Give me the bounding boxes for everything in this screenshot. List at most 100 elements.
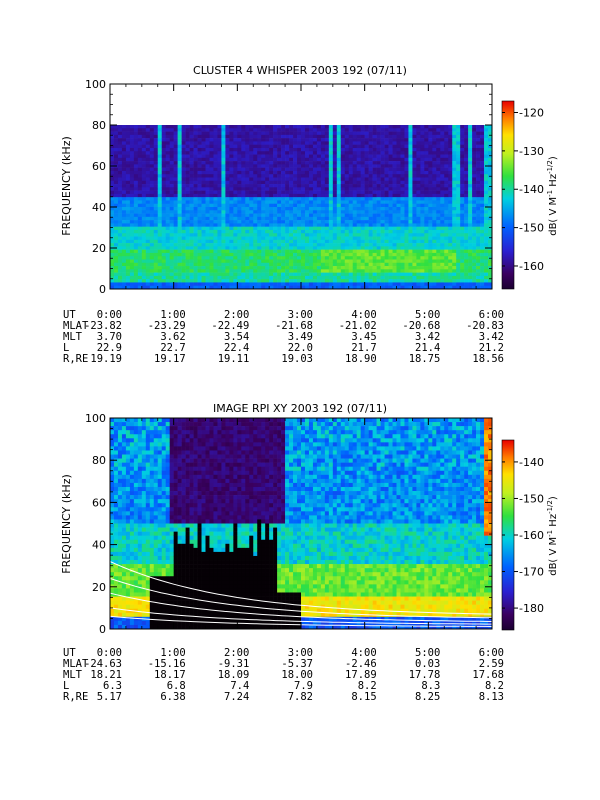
heatmap-cell [165,184,170,188]
heatmap-cell [396,272,401,277]
heatmap-cell [468,213,473,218]
heatmap-cell [233,200,238,205]
heatmap-cell [249,151,254,155]
heatmap-cell [141,279,147,283]
heatmap-cell [121,259,127,264]
heatmap-cell [340,147,346,152]
heatmap-cell [432,174,437,178]
heatmap-cell [384,187,389,191]
heatmap-cell [117,285,123,290]
heatmap-cell [265,177,270,182]
heatmap-cell [121,249,127,254]
heatmap-cell [193,272,198,277]
heatmap-cell [117,125,123,129]
heatmap-cell [308,147,314,152]
heatmap-cell [344,151,350,155]
heatmap-cell [125,259,131,264]
heatmap-cell [141,161,147,165]
heatmap-cell [416,266,421,270]
ephemeris-value: 18.90 [345,353,377,365]
heatmap-cell [316,151,322,155]
heatmap-cell [197,131,202,136]
heatmap-cell [308,193,314,198]
heatmap-cell [484,252,489,257]
heatmap-cell [137,161,143,165]
heatmap-cell [289,167,294,172]
heatmap-cell [340,207,346,211]
heatmap-cell [137,144,143,149]
heatmap-cell [189,262,194,267]
heatmap-cell [289,203,294,208]
heatmap-cell [249,134,254,139]
heatmap-cell [225,213,230,218]
heatmap-cell [416,246,421,250]
heatmap-cell [356,210,361,214]
heatmap-cell [197,164,202,168]
heatmap-cell [293,207,298,211]
heatmap-cell [261,161,266,165]
heatmap-cell [332,190,338,195]
heatmap-cell [480,193,485,198]
heatmap-cell [412,164,417,168]
heatmap-cell [249,193,254,198]
heatmap-cell [432,193,437,198]
heatmap-cell [225,170,230,175]
heatmap-cell [472,184,477,188]
heatmap-cell [320,239,326,244]
heatmap-cell [424,223,429,227]
heatmap-cell [392,229,397,234]
heatmap-cell [452,269,457,273]
heatmap-cell [436,226,441,231]
heatmap-cell [372,279,377,283]
heatmap-cell [245,279,250,283]
ephemeris-value: 5:00 [415,309,440,321]
heatmap-cell [468,285,473,290]
heatmap-cell [237,190,242,195]
heatmap-cell [332,246,338,250]
heatmap-cell [253,239,258,244]
heatmap-cell [125,180,131,185]
heatmap-cell [289,266,294,270]
heatmap-cell [121,269,127,273]
heatmap-cell [197,272,202,277]
heatmap-cell [392,213,397,218]
heatmap-cell [110,184,115,188]
heatmap-cell [261,141,266,145]
heatmap-cell [181,180,186,185]
heatmap-cell [340,262,346,267]
heatmap-cell [117,282,123,287]
heatmap-cell [316,226,322,231]
heatmap-cell [257,249,262,254]
heatmap-cell [408,131,413,136]
heatmap-cell [205,256,210,260]
heatmap-cell [464,282,469,287]
heatmap-cell [177,252,182,257]
heatmap-cell [416,161,421,165]
heatmap-cell [129,252,135,257]
heatmap-cell [460,213,465,218]
heatmap-cell [380,262,385,267]
heatmap-cell [400,157,405,162]
heatmap-cell [404,285,409,290]
heatmap-cell [380,246,385,250]
heatmap-cell [221,236,226,241]
heatmap-cell [157,161,163,165]
heatmap-cell [225,157,230,162]
heatmap-cell [237,200,242,205]
heatmap-cell [153,164,159,168]
heatmap-cell [181,190,186,195]
heatmap-cell [316,138,322,142]
heatmap-cell [332,167,338,172]
heatmap-cell [396,174,401,178]
heatmap-cell [316,282,322,287]
heatmap-cell [436,177,441,182]
heatmap-cell [488,275,493,280]
heatmap-cell [293,285,298,290]
heatmap-cell [133,200,139,205]
heatmap-cell [161,262,167,267]
heatmap-cell [213,180,218,185]
heatmap-cell [380,239,385,244]
heatmap-cell [304,282,310,287]
heatmap-cell [360,266,365,270]
heatmap-cell [316,128,322,132]
